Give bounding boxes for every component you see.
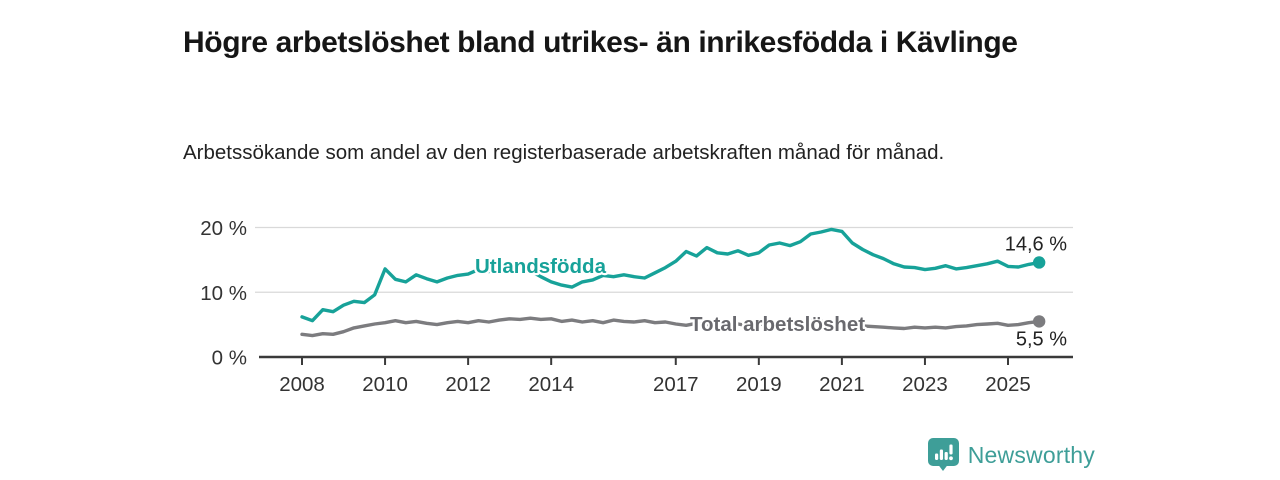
x-tick-label-2010: 2010 [362, 373, 408, 396]
logo-wordmark: Newsworthy [967, 441, 1095, 468]
y-tick-label-20: 20 % [200, 217, 247, 240]
x-tick-label-2021: 2021 [819, 373, 865, 396]
series-lines [300, 227, 1041, 338]
x-tick-label-2008: 2008 [279, 373, 325, 396]
y-tick-label-10: 10 % [200, 282, 247, 305]
x-tick-label-2012: 2012 [445, 373, 491, 396]
axis-labels: 2008 2010 2012 2014 2017 2019 2021 2023 2025 0 % 1… [200, 217, 1031, 396]
x-tick-label-2023: 2023 [902, 373, 948, 396]
series-line-1 [300, 316, 1041, 338]
end-value-label-1: 5,5 % [1016, 328, 1067, 350]
end-markers: 14,6 % 5,5 % [1005, 233, 1067, 350]
end-dot-1 [1032, 315, 1046, 328]
line-chart: 2008 2010 2012 2014 2017 2019 2021 2023 2025 0 % 1… [180, 208, 1100, 413]
page-title: Högre arbetslöshet bland utrikes- än inr… [183, 26, 1018, 60]
newsworthy-logo: Newsworthy [927, 438, 1095, 472]
logo-bars [934, 444, 953, 461]
x-tick-label-2017: 2017 [653, 373, 699, 396]
end-dot-0 [1032, 256, 1046, 269]
x-tick-label-2014: 2014 [528, 373, 574, 396]
logo-bubble-shape [927, 438, 959, 471]
x-axis [259, 355, 1073, 365]
series-label-1: Total arbetslöshet [690, 313, 865, 336]
series-label-0: Utlandsfödda [475, 255, 607, 278]
chart-svg: 2008 2010 2012 2014 2017 2019 2021 2023 2025 0 % 1… [200, 217, 1073, 396]
x-tick-label-2025: 2025 [985, 373, 1031, 396]
series-line-0 [300, 227, 1041, 323]
newsworthy-chart-bubble-icon [927, 438, 959, 471]
gridlines [255, 226, 1073, 293]
chart-subtitle: Arbetssökande som andel av den registerb… [183, 140, 945, 164]
x-tick-label-2019: 2019 [736, 373, 782, 396]
y-tick-label-0: 0 % [212, 347, 247, 370]
end-value-label-0: 14,6 % [1005, 233, 1067, 255]
series-inline-labels: Utlandsfödda Total arbetslöshet [473, 253, 868, 339]
